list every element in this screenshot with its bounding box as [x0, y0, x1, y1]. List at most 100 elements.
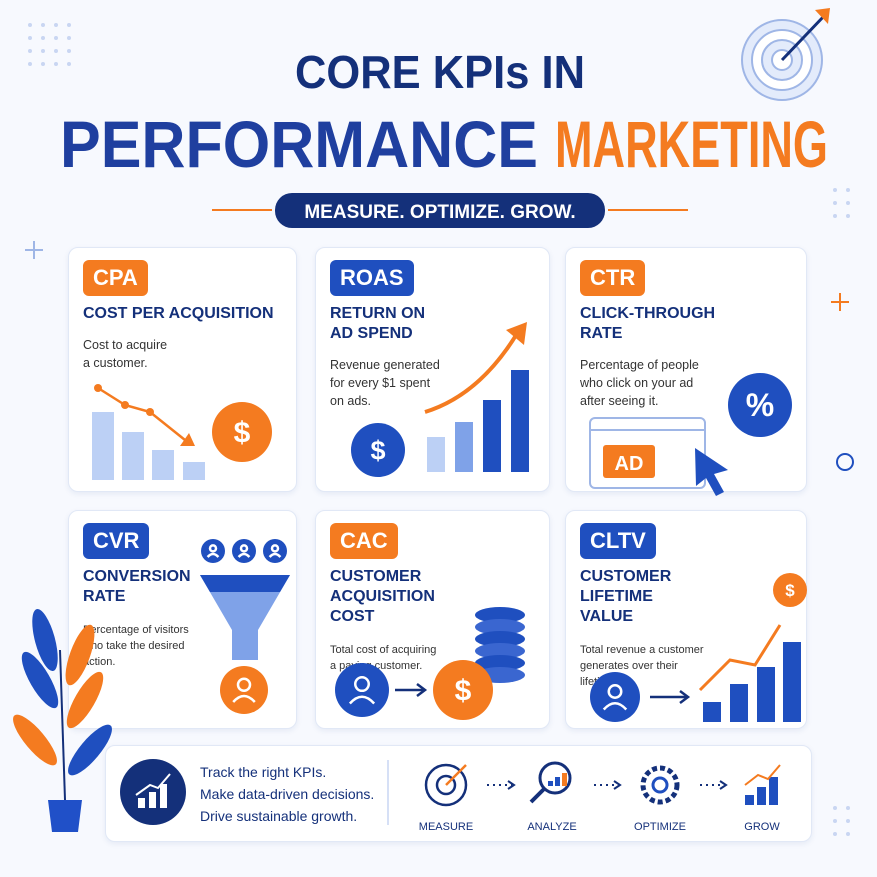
kpi-abbr: CVR [83, 523, 150, 559]
dot [41, 23, 45, 27]
dot [41, 36, 45, 40]
bar-icon [149, 792, 156, 808]
ring [836, 453, 854, 471]
growth-curve [424, 330, 520, 414]
dot [67, 23, 71, 27]
kpi-description: a customer. [83, 356, 148, 370]
kpi-name: RATE [580, 325, 623, 342]
kpi-description: Total revenue a customer [580, 644, 704, 656]
kpi-abbr: CAC [330, 523, 398, 559]
dot [833, 214, 837, 218]
dot [833, 188, 837, 192]
bar-icon [745, 795, 754, 805]
title-line2b: MARKETING [555, 107, 828, 181]
trend-dot [121, 401, 129, 409]
kpi-name: LIFETIME [580, 588, 653, 605]
person-head [354, 676, 370, 693]
trend [698, 624, 782, 692]
bar-icon [92, 412, 114, 480]
footer-line: Track the right KPIs. [200, 764, 327, 780]
leaf [21, 651, 59, 709]
coin-stack [475, 607, 525, 623]
coin-stack [475, 643, 525, 659]
dot [846, 819, 850, 823]
bar-icon [427, 437, 445, 472]
coin-stack [475, 631, 525, 647]
dot [28, 23, 32, 27]
arrow-head [679, 690, 691, 704]
funnel-top [200, 575, 290, 592]
kpi-description: who take the desired [83, 640, 185, 652]
kpi-abbr: ROAS [330, 260, 414, 296]
kpi-name: ACQUISITION [330, 588, 435, 605]
step-arrow-head [507, 780, 516, 790]
footer-card [105, 745, 812, 842]
person-body [232, 694, 256, 703]
step-label: ANALYZE [527, 821, 576, 833]
leaf [13, 714, 57, 766]
title-line2a: PERFORMANCE [60, 107, 538, 181]
kpi-description: on ads. [330, 394, 372, 408]
cursor [695, 448, 728, 496]
footer-line: Drive sustainable growth. [200, 808, 358, 824]
ad-box [603, 445, 655, 478]
tagline-pill [275, 193, 605, 228]
person-head [607, 684, 623, 699]
leaf [65, 624, 95, 686]
dot [28, 49, 32, 53]
trend [97, 386, 186, 441]
footer-line: Make data-driven decisions. [200, 786, 375, 802]
coin-stack [475, 655, 525, 671]
icon-circle [773, 573, 807, 607]
leaf [32, 608, 58, 672]
dot [54, 36, 58, 40]
kpi-description: Cost to acquire [83, 338, 168, 352]
bar-icon [555, 777, 560, 786]
bar-icon [483, 400, 501, 472]
leaf [66, 671, 104, 729]
coin-stack [475, 619, 525, 635]
person-body [602, 702, 628, 711]
icon-circle [212, 402, 272, 462]
dot [54, 49, 58, 53]
step-icon [538, 761, 572, 795]
step-icon [424, 763, 468, 807]
bar-icon [122, 432, 144, 480]
person-head [270, 544, 280, 553]
dot [846, 188, 850, 192]
kpi-description: who click on your ad [580, 376, 694, 390]
stem [59, 649, 66, 801]
bar-icon [511, 370, 529, 472]
dot [67, 36, 71, 40]
kpi-abbr: CLTV [580, 523, 656, 559]
icon-symbol: $ [785, 581, 795, 600]
step-icon [640, 765, 680, 805]
step-icon [651, 776, 669, 794]
bar-icon [757, 667, 775, 722]
bar-icon [783, 642, 801, 722]
kpi-description: action. [83, 656, 116, 668]
kpi-name: CLICK-THROUGH [580, 305, 716, 322]
funnel [200, 575, 290, 660]
bar-icon [757, 787, 766, 805]
bar-icon [703, 702, 721, 722]
step-icon [445, 764, 467, 786]
dot [846, 832, 850, 836]
icon-circle [728, 373, 792, 437]
kpi-abbr: CTR [580, 260, 646, 296]
dot [846, 201, 850, 205]
kpi-name: AD SPEND [330, 325, 413, 342]
bar-icon [548, 781, 553, 786]
dot [846, 214, 850, 218]
pot [48, 800, 82, 832]
dot [54, 62, 58, 66]
bar-icon [455, 422, 473, 472]
target-fletch [815, 8, 830, 24]
icon-circle [433, 660, 493, 720]
step-icon [529, 787, 546, 804]
leaf [68, 724, 112, 776]
kpi-description: Revenue generated [330, 358, 440, 372]
